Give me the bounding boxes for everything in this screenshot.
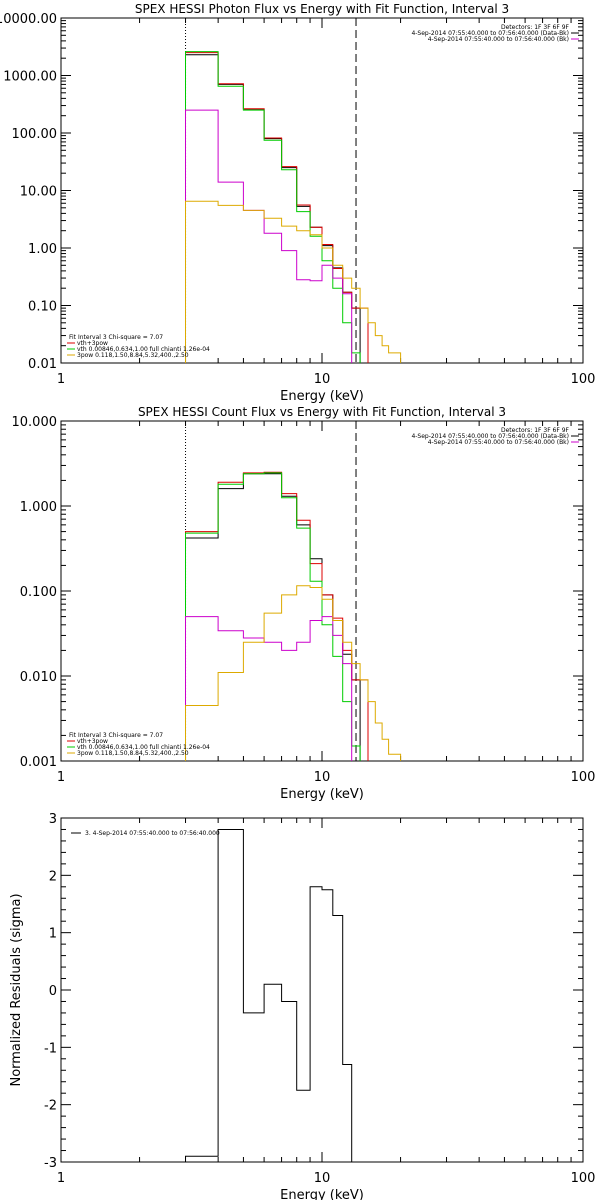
y-tick-label: -1 [44, 1041, 57, 1056]
y-tick-label: -3 [44, 1156, 57, 1171]
chart-panel-3: Energy (keV) Normalized Residuals (sigma)… [9, 812, 595, 1200]
legend-entry: vth+3pow [77, 340, 108, 347]
series-vth-0-00846-0-634-1-00-full-chianti-1-26 [185, 472, 361, 761]
legend-entry: Detectors: 1F 3F 6F 9F [501, 427, 570, 434]
series-4-sep-2014-07-55-40-000-to-07-56-40-000- [185, 109, 353, 363]
y-axis-label: Normalized Residuals (sigma) [9, 893, 24, 1086]
y-tick-label: 1000.00 [3, 70, 57, 85]
series-3pow-0-118-1-50-8-84-5-32-400-2-50 [185, 200, 402, 363]
y-tick-label: 1.00 [28, 242, 57, 257]
y-tick-label: 10.000 [12, 415, 58, 430]
y-tick-label: 3 [49, 812, 57, 827]
legend-entry: Fit Interval 3 Chi-square = 7.07 [69, 732, 163, 739]
chart-title: SPEX HESSI Count Flux vs Energy with Fit… [138, 405, 506, 419]
series-group [185, 471, 402, 761]
chart-title: SPEX HESSI Photon Flux vs Energy with Fi… [135, 2, 509, 16]
legend-entry: Fit Interval 3 Chi-square = 7.07 [69, 334, 163, 341]
y-tick-label: -2 [44, 1099, 57, 1114]
y-tick-label: 1 [49, 927, 57, 942]
x-tick-label: 1 [57, 1171, 65, 1186]
legend-entry: Detectors: 1F 3F 6F 9F [501, 24, 570, 31]
y-tick-label: 0.01 [28, 357, 57, 372]
series-4-sep-2014-07-55-40-000-to-07-56-40-000- [185, 616, 353, 761]
y-tick-label: 0.001 [20, 755, 57, 770]
x-axis-label: Energy (keV) [280, 1188, 364, 1200]
y-tick-label: 0.100 [20, 585, 57, 600]
y-tick-label: 1.000 [20, 500, 57, 515]
y-tick-label: 2 [49, 869, 57, 884]
chart-panel-1: SPEX HESSI Photon Flux vs Energy with Fi… [0, 2, 595, 404]
y-tick-label: 100.00 [12, 127, 58, 142]
y-tick-label: 10000.00 [0, 12, 57, 27]
x-axis-label: Energy (keV) [280, 389, 364, 404]
legend-entry: 3. 4-Sep-2014 07:55:40.000 to 07:56:40.0… [85, 830, 220, 837]
legend-entry: 4-Sep-2014 07:55:40.000 to 07:56:40.000 … [428, 439, 569, 446]
plot-frame [60, 817, 584, 1163]
legend-entry: 4-Sep-2014 07:55:40.000 to 07:56:40.000 … [411, 30, 569, 37]
legend-entry: vth 0.00846,0.634,1.00 full chianti 1.26… [77, 346, 210, 353]
legend-entry: vth+3pow [77, 738, 108, 745]
series-vth-0-00846-0-634-1-00-full-chianti-1-26 [185, 51, 361, 363]
plot-frame [60, 17, 584, 364]
x-tick-label: 100 [571, 372, 596, 387]
x-axis-label: Energy (keV) [280, 787, 364, 802]
series-group [185, 829, 353, 1162]
x-tick-label: 1 [57, 372, 65, 387]
series-vth-3pow [185, 52, 369, 363]
series-3pow-0-118-1-50-8-84-5-32-400-2-50 [185, 585, 402, 761]
x-tick-label: 100 [571, 1171, 596, 1186]
series-3-4-sep-2014-07-55-40-000-to-07-56-40-00 [185, 829, 353, 1162]
x-tick-label: 10 [314, 372, 331, 387]
series-4-sep-2014-07-55-40-000-to-07-56-40-000- [185, 473, 361, 761]
legend-entry: vth 0.00846,0.634,1.00 full chianti 1.26… [77, 744, 210, 751]
series-group [185, 51, 402, 363]
legend-entry: 4-Sep-2014 07:55:40.000 to 07:56:40.000 … [411, 433, 569, 440]
legend-entry: 3pow 0.118,1.50,8.84,5.32,400.,2.50 [77, 750, 189, 757]
x-tick-label: 1 [57, 770, 65, 785]
x-tick-label: 100 [571, 770, 596, 785]
legend-entry: 3pow 0.118,1.50,8.84,5.32,400.,2.50 [77, 352, 189, 359]
y-tick-label: 0.10 [28, 300, 57, 315]
y-tick-label: 0 [49, 984, 57, 999]
x-tick-label: 10 [314, 1171, 331, 1186]
y-tick-label: 10.00 [20, 185, 57, 200]
y-tick-label: 0.010 [20, 670, 57, 685]
chart-panel-2: SPEX HESSI Count Flux vs Energy with Fit… [12, 405, 596, 802]
legend-entry: 4-Sep-2014 07:55:40.000 to 07:56:40.000 … [428, 36, 569, 43]
x-tick-label: 10 [314, 770, 331, 785]
series-4-sep-2014-07-55-40-000-to-07-56-40-000- [185, 54, 361, 363]
